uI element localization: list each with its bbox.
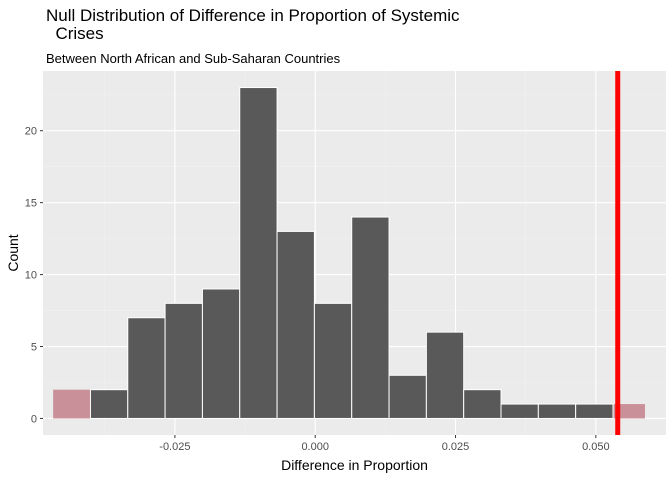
chart-subtitle: Between North African and Sub-Saharan Co… [46,51,341,66]
x-tick-label: -0.025 [159,441,190,453]
histogram-bar [575,403,614,419]
histogram-bar [89,389,129,419]
histogram-bar [313,302,353,419]
x-axis-ticks: -0.025 0.000 0.025 0.050 [159,435,610,453]
y-tick-label: 15 [25,198,37,210]
y-tick-label: 0 [31,413,37,425]
chart-title-line-1: Null Distribution of Difference in Propo… [46,6,460,25]
x-axis-title: Difference in Proportion [281,457,428,473]
histogram-bar [425,331,465,419]
histogram-bar [127,317,166,419]
shaded-tail-bar [53,389,91,419]
x-tick-label: 0.000 [301,441,329,453]
y-axis-ticks: 0 5 10 15 20 [25,126,43,425]
y-tick-label: 5 [31,342,37,354]
chart-title-line-2: Crises [46,24,104,43]
histogram-bar [351,216,390,419]
y-tick-label: 20 [25,126,37,138]
histogram-bar [463,389,502,419]
y-axis-title: Count [5,234,21,271]
y-tick-label: 10 [25,270,37,282]
x-tick-label: 0.050 [582,441,610,453]
histogram-bar [239,87,278,419]
histogram-bars [89,87,614,419]
histogram-bar [276,230,315,419]
histogram-bar [201,288,241,419]
x-tick-label: 0.025 [442,441,470,453]
histogram-bar [537,403,577,419]
histogram-bar [388,374,427,419]
histogram-bar [164,302,203,419]
histogram-bar [500,403,539,419]
